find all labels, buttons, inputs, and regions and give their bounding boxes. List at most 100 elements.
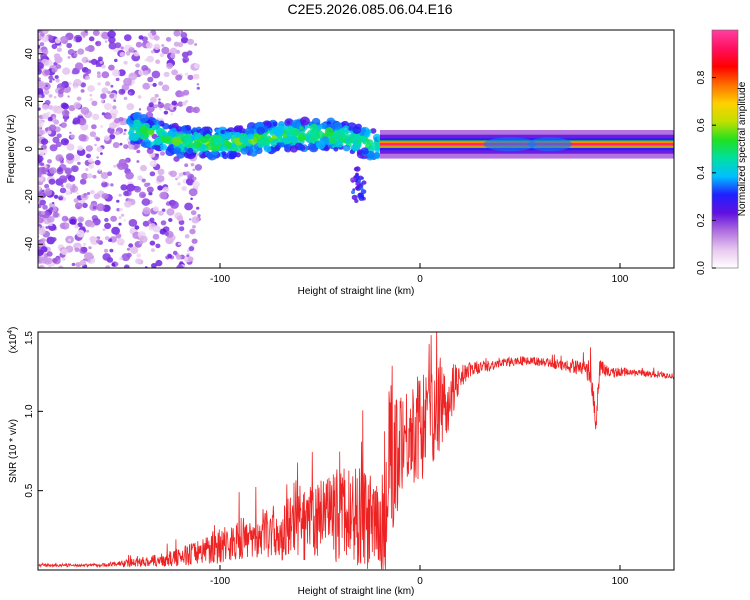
- snr-x-label: Height of straight line (km): [298, 586, 415, 597]
- spectrogram-cell: [180, 36, 189, 44]
- spectrogram-cell: [155, 59, 161, 64]
- spectrogram-cell: [74, 50, 77, 54]
- spectrogram-cell: [83, 193, 87, 196]
- spectrogram-cell: [52, 136, 60, 144]
- spectrogram-cell: [173, 41, 180, 47]
- spectrogram-cell: [123, 96, 128, 101]
- spectrogram-cell: [96, 203, 105, 212]
- spectrogram-cell: [194, 43, 198, 46]
- spectrogram-cell: [75, 262, 81, 268]
- spectrogram-cell: [170, 200, 179, 209]
- spectrogram-cell: [73, 102, 82, 109]
- spectrogram-cell: [48, 35, 54, 40]
- spectrogram-cell: [160, 220, 167, 226]
- spectrogram-cell: [114, 262, 119, 266]
- spectrogram-cell: [38, 120, 44, 128]
- spectrogram-cell: [176, 215, 184, 222]
- spectrogram-cell: [176, 175, 181, 179]
- spectrogram-cell: [77, 145, 84, 151]
- spectrogram-cell: [188, 218, 192, 221]
- spectrogram-cell: [356, 175, 361, 179]
- spectrogram-cell: [324, 127, 334, 135]
- spectrogram-cell: [64, 167, 73, 175]
- spectrogram-cell: [38, 227, 46, 235]
- spectrogram-cell: [64, 119, 67, 122]
- spectrogram-cell: [59, 36, 69, 44]
- y-tick-label: 20: [24, 95, 35, 107]
- spectrogram-cell: [172, 250, 178, 255]
- spectrogram-cell: [102, 253, 111, 261]
- spectrogram-cell: [151, 124, 158, 130]
- spectrogram-cell: [111, 226, 120, 235]
- spectrogram-cell: [119, 257, 123, 261]
- spectrogram-cell: [187, 38, 195, 45]
- spectrogram-cell: [104, 236, 110, 241]
- spectrogram-cell: [124, 34, 132, 42]
- spectrogram-cell: [99, 60, 103, 64]
- spectrogram-cell: [40, 138, 49, 145]
- spectrogram-cell: [163, 71, 170, 78]
- spectrogram-cell: [339, 130, 349, 139]
- spectrogram-cell: [333, 147, 339, 152]
- spectrogram-cell: [123, 145, 126, 148]
- spectrogram-cell: [169, 47, 178, 55]
- spectrogram-cell: [120, 184, 128, 191]
- spectrogram-cell: [173, 147, 182, 155]
- spectrogram-cell: [140, 164, 147, 172]
- spectrogram-cell: [164, 231, 169, 236]
- spectrogram-cell: [184, 234, 190, 239]
- spectrogram-cell: [107, 30, 116, 39]
- snr-plot-area: [38, 332, 674, 570]
- y-tick-label: 0.5: [24, 483, 35, 497]
- spectrogram-cell: [233, 131, 241, 138]
- spectrogram-cell: [38, 44, 41, 49]
- spectrogram-cell: [98, 168, 102, 172]
- spectrogram-cell: [101, 193, 109, 200]
- spectrogram-cell: [79, 259, 87, 266]
- colorbar-tick-label: 0.0: [696, 261, 707, 275]
- spectrogram-cell: [60, 248, 68, 255]
- spectrogram-cell: [127, 143, 135, 150]
- spectrogram-cell: [39, 264, 45, 268]
- spectrogram-cell: [105, 265, 111, 268]
- spectrogram-cell: [373, 152, 380, 159]
- spectrogram-cell: [129, 46, 133, 50]
- spectrogram-cell: [49, 79, 53, 83]
- spectrogram-cell: [162, 131, 169, 137]
- spectrogram-cell: [75, 36, 82, 42]
- spectrogram-cell: [120, 213, 125, 217]
- spectrogram-cell: [48, 222, 53, 226]
- spectrogram-cell: [68, 82, 72, 85]
- spectrogram-cell: [142, 207, 151, 215]
- spectrogram-cell: [128, 92, 132, 95]
- spectrogram-cell: [192, 225, 196, 229]
- spectrogram-cell: [150, 50, 155, 54]
- spectrogram-cell: [115, 131, 120, 136]
- spectrogram-cell: [89, 93, 93, 97]
- spectrogram-cell: [102, 180, 105, 183]
- spectrogram-cell: [359, 131, 365, 136]
- spectrogram-cell: [109, 134, 116, 140]
- spectrogram-cell: [121, 253, 131, 262]
- spectrogram-cell: [58, 196, 63, 201]
- spectrogram-cell: [106, 114, 112, 120]
- spectrogram-cell: [161, 135, 170, 143]
- spectrogram-cell: [179, 261, 184, 265]
- spectrogram-cell: [171, 122, 179, 129]
- spectrogram-cell: [125, 171, 134, 180]
- spectrogram-cell: [116, 199, 120, 203]
- spectrogram-cell: [221, 134, 227, 139]
- spectrogram-cell: [41, 104, 49, 110]
- spectrogram-image: [38, 30, 674, 268]
- spectrogram-cell: [38, 115, 42, 119]
- spectrogram-cell: [68, 238, 71, 242]
- spectrogram-cell: [58, 265, 64, 268]
- spectrogram-cell: [263, 145, 268, 151]
- spectrogram-cell: [66, 143, 75, 151]
- spectrogram-cell: [139, 134, 145, 139]
- spectrogram-cell: [181, 51, 189, 58]
- spectrogram-cell: [178, 226, 185, 232]
- spectrogram-cell: [39, 152, 45, 157]
- spectrogram-cell: [49, 207, 54, 211]
